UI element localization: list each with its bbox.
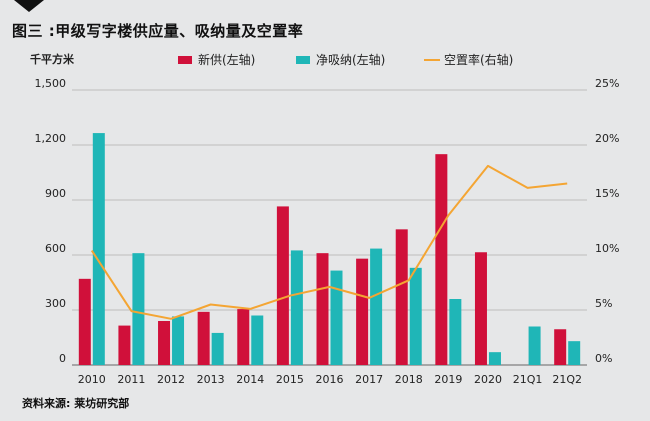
y-left-tick-label: 600 — [45, 242, 66, 255]
absorption-bar — [211, 332, 224, 365]
y-left-tick-label: 300 — [45, 297, 66, 310]
x-tick-label: 2018 — [395, 373, 423, 386]
supply-bar — [237, 309, 250, 365]
y-right-tick-label: 10% — [595, 242, 619, 255]
legend-swatch — [178, 56, 192, 64]
y-right-tick-label: 0% — [595, 352, 612, 365]
absorption-bar — [251, 315, 264, 365]
y-left-tick-label: 900 — [45, 187, 66, 200]
legend-label: 净吸纳(左轴) — [316, 52, 385, 67]
absorption-bar — [528, 326, 541, 365]
x-tick-label: 21Q1 — [513, 373, 543, 386]
absorption-bar — [449, 299, 462, 365]
x-tick-label: 2011 — [117, 373, 145, 386]
chart-title: 图三 :甲级写字楼供应量、吸纳量及空置率 — [12, 22, 304, 40]
absorption-bar — [92, 133, 105, 365]
legend-swatch — [296, 56, 310, 64]
x-tick-label: 2012 — [157, 373, 185, 386]
tick-labels: 0 0% 300 5% 600 10% 900 15% 1,200 20% 1,500 25% 2010… — [35, 77, 620, 386]
y-right-tick-label: 25% — [595, 77, 619, 90]
supply-bar — [554, 329, 567, 365]
absorption-bar — [568, 341, 581, 365]
x-tick-label: 2020 — [474, 373, 502, 386]
legend-label: 空置率(右轴) — [444, 52, 513, 67]
supply-bar — [158, 321, 171, 365]
supply-bar — [78, 278, 91, 365]
x-tick-label: 2014 — [236, 373, 264, 386]
absorption-bar — [370, 248, 383, 365]
vacancy-rate-line — [90, 164, 568, 320]
x-tick-label: 2017 — [355, 373, 383, 386]
y-right-tick-label: 5% — [595, 297, 612, 310]
x-tick-label: 2010 — [78, 373, 106, 386]
y-axis-left-label: 千平方米 — [30, 52, 75, 66]
supply-bar — [197, 311, 210, 365]
vacancy-line — [90, 164, 568, 320]
absorption-bar — [409, 267, 422, 365]
absorption-bar — [172, 316, 185, 365]
y-left-tick-label: 1,200 — [35, 132, 67, 145]
x-tick-label: 2016 — [316, 373, 344, 386]
legend: 新供(左轴) 净吸纳(左轴) 空置率(右轴) — [178, 52, 513, 67]
absorption-bar — [132, 253, 145, 365]
source-note: 资料来源: 莱坊研究部 — [22, 397, 130, 410]
absorption-bar — [488, 352, 501, 365]
legend-label: 新供(左轴) — [198, 52, 255, 67]
y-right-tick-label: 15% — [595, 187, 619, 200]
x-tick-label: 2019 — [434, 373, 462, 386]
supply-bar — [395, 229, 408, 365]
y-right-tick-label: 20% — [595, 132, 619, 145]
absorption-bar — [290, 250, 303, 365]
supply-bar — [356, 258, 369, 365]
absorption-bar — [330, 270, 343, 365]
x-tick-label: 2013 — [197, 373, 225, 386]
gridlines — [72, 89, 587, 366]
supply-bar — [316, 253, 329, 365]
y-left-tick-label: 1,500 — [35, 77, 67, 90]
supply-bar — [118, 325, 131, 365]
supply-bar — [474, 252, 487, 365]
supply-bar — [276, 206, 289, 365]
bars — [78, 133, 581, 365]
y-left-tick-label: 0 — [59, 352, 66, 365]
supply-bar — [435, 154, 448, 365]
corner-marker-icon — [14, 0, 44, 12]
x-tick-label: 21Q2 — [552, 373, 582, 386]
x-tick-label: 2015 — [276, 373, 304, 386]
